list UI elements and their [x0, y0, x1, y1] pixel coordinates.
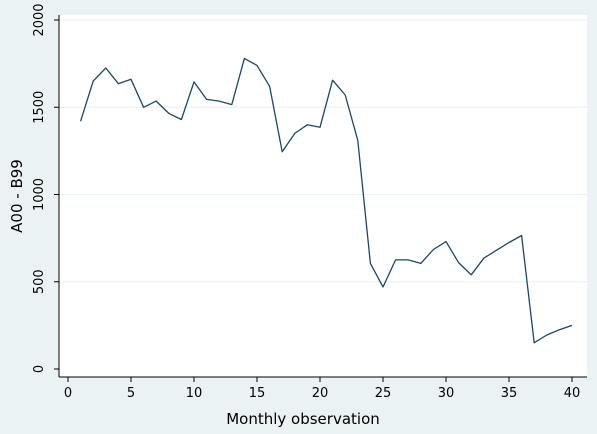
x-tick-label-5: 5 [127, 386, 135, 401]
y-tick-label-0: 0 [32, 365, 47, 373]
x-tick-label-30: 30 [438, 386, 455, 401]
x-tick-label-20: 20 [312, 386, 329, 401]
x-tick-label-0: 0 [64, 386, 72, 401]
axes: 0 500 1000 1500 2000 0 5 10 15 20 25 30 35 40 [32, 3, 587, 401]
plot-area [59, 15, 587, 377]
gridlines [59, 19, 587, 283]
series-layer [79, 57, 573, 344]
x-axis-title: Monthly observation [226, 410, 380, 428]
x-tick-label-35: 35 [501, 386, 518, 401]
x-tick-label-25: 25 [375, 386, 392, 401]
y-tick-label-1000: 1000 [32, 178, 47, 211]
x-tick-label-15: 15 [249, 386, 266, 401]
x-tick-label-10: 10 [186, 386, 203, 401]
y-tick-label-2000: 2000 [32, 3, 47, 36]
series-line-0 [79, 57, 573, 344]
y-tick-label-1500: 1500 [32, 91, 47, 124]
x-tick-label-40: 40 [564, 386, 581, 401]
y-tick-label-500: 500 [32, 269, 47, 294]
y-axis-title: A00 - B99 [8, 159, 26, 233]
